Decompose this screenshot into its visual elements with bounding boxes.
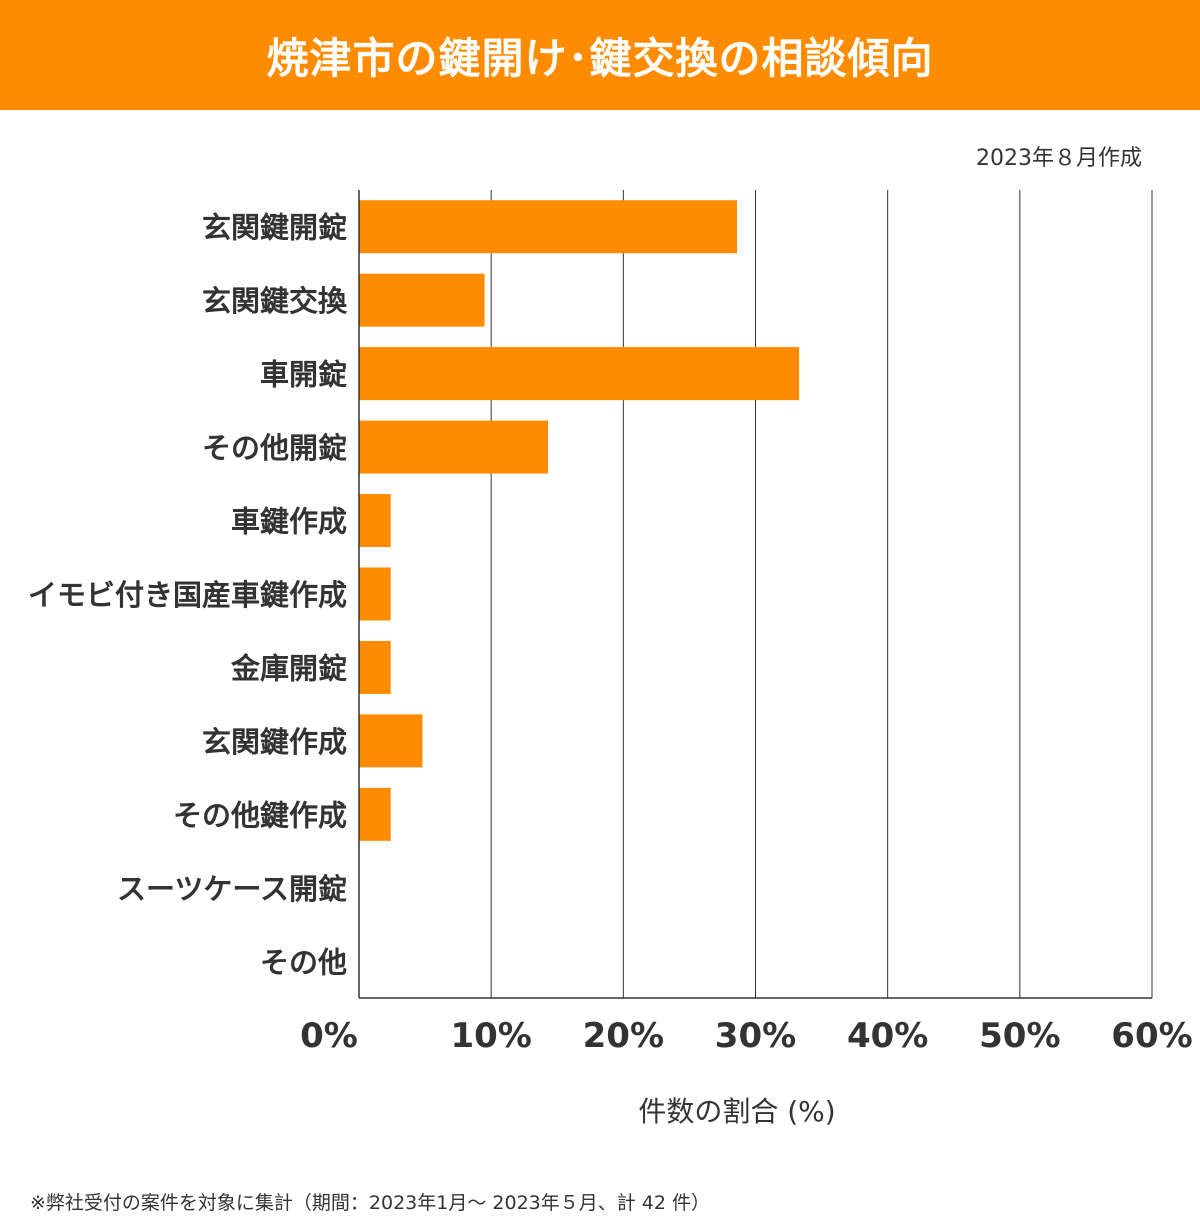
- x-tick-label: 0%: [300, 1016, 358, 1056]
- x-tick-label: 20%: [583, 1016, 664, 1056]
- category-label: その他開錠: [202, 431, 347, 465]
- x-axis-label: 件数の割合 (%): [638, 1095, 836, 1128]
- bar: [359, 200, 737, 254]
- x-tick-label: 50%: [979, 1016, 1060, 1056]
- bar: [359, 494, 391, 548]
- bar: [359, 567, 391, 621]
- x-tick-label: 40%: [847, 1016, 928, 1056]
- category-label: スーツケース開錠: [117, 872, 347, 906]
- category-label: 玄関鍵開錠: [202, 211, 347, 245]
- category-label: その他鍵作成: [173, 798, 347, 832]
- header-banner: 焼津市の鍵開け･鍵交換の相談傾向: [0, 0, 1200, 110]
- footnote: ※弊社受付の案件を対象に集計（期間：2023年1月～ 2023年５月、計 42 …: [30, 1192, 711, 1214]
- date-label: 2023年８月作成: [976, 146, 1142, 171]
- category-label: 車開錠: [260, 358, 347, 392]
- category-label: 金庫開錠: [230, 651, 347, 685]
- x-tick-label: 30%: [715, 1016, 796, 1056]
- bar: [359, 714, 423, 768]
- category-label: 車鍵作成: [231, 505, 347, 539]
- category-label: 玄関鍵作成: [202, 725, 347, 759]
- x-tick-label: 60%: [1111, 1016, 1192, 1056]
- category-label: 玄関鍵交換: [202, 284, 348, 318]
- category-label: その他: [260, 945, 347, 979]
- bar: [359, 347, 800, 401]
- bar: [359, 787, 391, 841]
- bar: [359, 420, 548, 474]
- category-label: イモビ付き国産車鍵作成: [28, 578, 347, 612]
- bar: [359, 640, 391, 694]
- chart-title: 焼津市の鍵開け･鍵交換の相談傾向: [266, 33, 934, 83]
- x-tick-label: 10%: [450, 1016, 531, 1056]
- bar: [359, 273, 485, 327]
